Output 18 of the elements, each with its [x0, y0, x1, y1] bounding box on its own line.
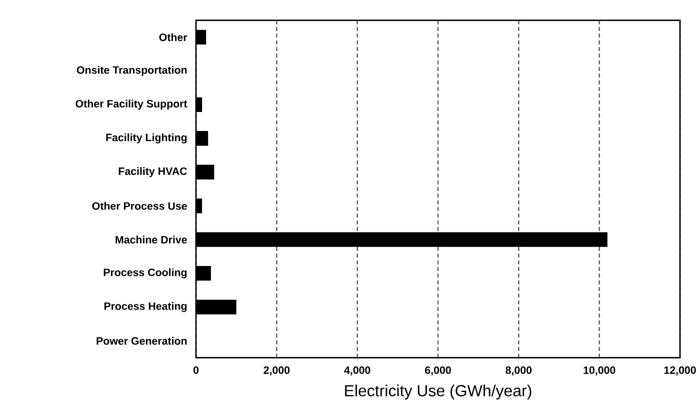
x-tick-label: 0 — [193, 366, 199, 374]
x-tick-label: 2,000 — [264, 366, 290, 376]
y-tick-label: Other Process Use — [92, 202, 187, 210]
y-tick-label: Other — [159, 33, 188, 42]
x-tick-label: 10,000 — [584, 366, 616, 376]
x-tick-label: 8,000 — [506, 366, 532, 376]
x-tick-label: 12,000 — [664, 366, 696, 376]
y-tick-label: Other Facility Support — [76, 100, 188, 110]
x-tick-label: 6,000 — [425, 366, 451, 376]
y-tick-label: Process Cooling — [104, 268, 187, 278]
y-tick-label: Onsite Transportation — [76, 66, 187, 76]
y-tick-label: Machine Drive — [116, 236, 187, 244]
y-tick-label: Power Generation — [96, 336, 187, 345]
y-tick-label: Process Heating — [104, 302, 187, 312]
x-axis-title: Electricity Use (GWh/year) — [345, 384, 532, 400]
x-tick-label: 4,000 — [344, 366, 370, 376]
y-tick-label: Facility Lighting — [106, 133, 187, 144]
y-tick-label: Facility HVAC — [118, 167, 187, 178]
